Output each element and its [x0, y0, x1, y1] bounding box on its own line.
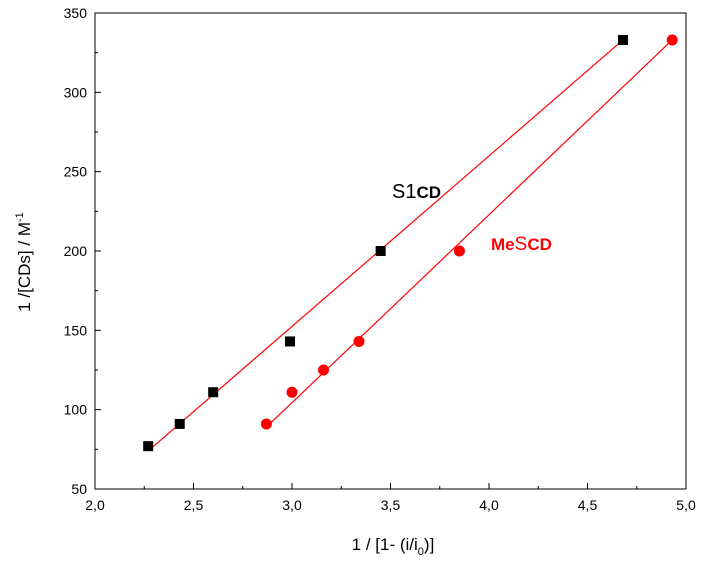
data-point-series-0 [208, 387, 219, 398]
y-tick-label: 250 [64, 164, 88, 180]
data-point-series-0 [285, 336, 296, 347]
data-point-series-1 [453, 245, 465, 257]
y-axis-title-sup: -1 [14, 212, 26, 222]
y-tick-label: 200 [64, 243, 88, 259]
data-point-series-1 [666, 34, 678, 46]
x-axis-title: 1 / [1- (i/i0)] [352, 535, 435, 558]
data-point-series-1 [286, 386, 298, 398]
y-axis-title-main: 1 /[CDs] / M [15, 222, 34, 312]
y-tick-label: 150 [64, 322, 88, 338]
x-tick-label: 5,0 [676, 497, 696, 513]
y-tick-label: 350 [64, 5, 88, 21]
x-axis-title-main: 1 / [1- (i/i [352, 535, 418, 554]
y-tick-label: 50 [71, 481, 87, 497]
x-tick-label: 2,5 [184, 497, 204, 513]
data-point-series-0 [174, 418, 185, 429]
data-point-series-1 [353, 335, 365, 347]
data-point-series-0 [375, 246, 386, 256]
data-point-series-1 [318, 364, 330, 376]
y-tick-label: 100 [64, 402, 88, 418]
y-axis-title: 1 /[CDs] / M-1 [14, 212, 34, 312]
series-label-mescd: MeSCD [491, 234, 552, 255]
x-tick-label: 4,0 [479, 497, 499, 513]
fit-line-series-0 [147, 39, 624, 452]
series-label-mescd-prefix: Me [491, 235, 515, 254]
y-axis: 50 100 150 200 250 300 350 [64, 5, 101, 497]
data-point-series-0 [143, 441, 154, 452]
data-point-series-1 [260, 418, 272, 430]
series-label-s1cd-prefix: S1 [392, 181, 416, 203]
series-label-s1cd-suffix: CD [416, 183, 441, 202]
x-axis-title-sub: 0 [418, 546, 424, 558]
x-tick-label: 3,0 [282, 497, 302, 513]
series-label-mescd-suffix: CD [527, 235, 552, 254]
x-axis-title-end: )] [424, 535, 434, 554]
series-label-mescd-mid: S [515, 234, 528, 255]
series-label-s1cd: S1CD [392, 181, 441, 203]
x-tick-label: 2,0 [85, 497, 105, 513]
x-tick-label: 4,5 [578, 497, 598, 513]
plot-border [94, 12, 687, 490]
y-tick-label: 300 [64, 84, 88, 100]
x-axis: 2,0 2,5 3,0 3,5 4,0 4,5 5,0 [85, 483, 696, 513]
fit-line-series-1 [265, 39, 673, 428]
data-point-series-0 [617, 34, 628, 45]
fit-lines [147, 39, 673, 452]
data-points [143, 34, 678, 452]
plot-area [94, 12, 687, 490]
x-tick-label: 3,5 [381, 497, 401, 513]
